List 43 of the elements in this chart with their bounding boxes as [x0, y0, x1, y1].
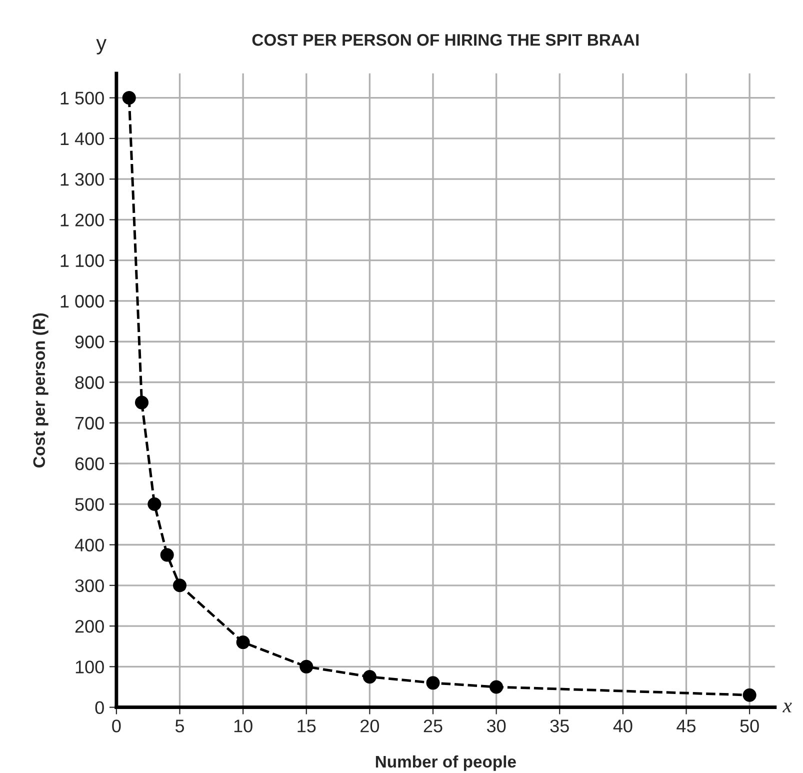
y-tick-label: 500: [75, 498, 104, 511]
x-tick-label: 20: [360, 720, 380, 732]
y-tick-label: 700: [75, 416, 104, 430]
x-tick-label: 30: [486, 720, 506, 732]
y-axis-title: Cost per person (R): [32, 313, 48, 468]
point: [362, 670, 376, 684]
x-tick-label: 5: [175, 720, 184, 732]
y-tick-label: 1 300: [60, 173, 104, 186]
point: [742, 688, 756, 702]
y-tick-label: 1 200: [60, 214, 104, 226]
y-tick-label: 1 100: [60, 254, 104, 268]
point: [122, 91, 136, 105]
y-tick-label: 400: [74, 538, 104, 552]
y-tick-label: 200: [75, 620, 104, 633]
x-tick-label: 10: [234, 720, 252, 732]
x-tick-label: 50: [740, 720, 759, 732]
x-tick-label: 35: [550, 720, 569, 732]
point: [134, 396, 149, 410]
text: y: [96, 39, 107, 54]
point: [236, 636, 250, 650]
x-tick-label: 40: [613, 720, 632, 732]
point: [426, 676, 440, 690]
point: [300, 660, 314, 674]
point: [148, 497, 162, 511]
x-tick-label: 45: [676, 720, 696, 732]
point: [490, 680, 504, 694]
chart-title: COST PER PERSON OF HIRING THE SPIT BRAAI: [252, 34, 639, 46]
y-tick-label: 800: [75, 376, 104, 389]
y-tick-label: 100: [76, 660, 104, 674]
x-tick-label: 15: [298, 720, 316, 732]
x-tick-label: 0: [112, 720, 121, 732]
x-axis-title: Number of people: [376, 755, 516, 771]
y-tick-label: 1 000: [60, 294, 104, 308]
x-tick-label: 25: [424, 720, 442, 732]
y-tick-label: 600: [75, 457, 104, 470]
point: [160, 548, 174, 562]
y-tick-label: 900: [75, 336, 104, 348]
y-tick-label: 0: [95, 701, 104, 714]
point: [172, 578, 187, 592]
y-tick-label: 1 500: [60, 92, 104, 105]
text: x: [782, 702, 792, 712]
y-tick-label: 300: [75, 579, 104, 592]
y-tick-label: 1 400: [60, 132, 104, 146]
